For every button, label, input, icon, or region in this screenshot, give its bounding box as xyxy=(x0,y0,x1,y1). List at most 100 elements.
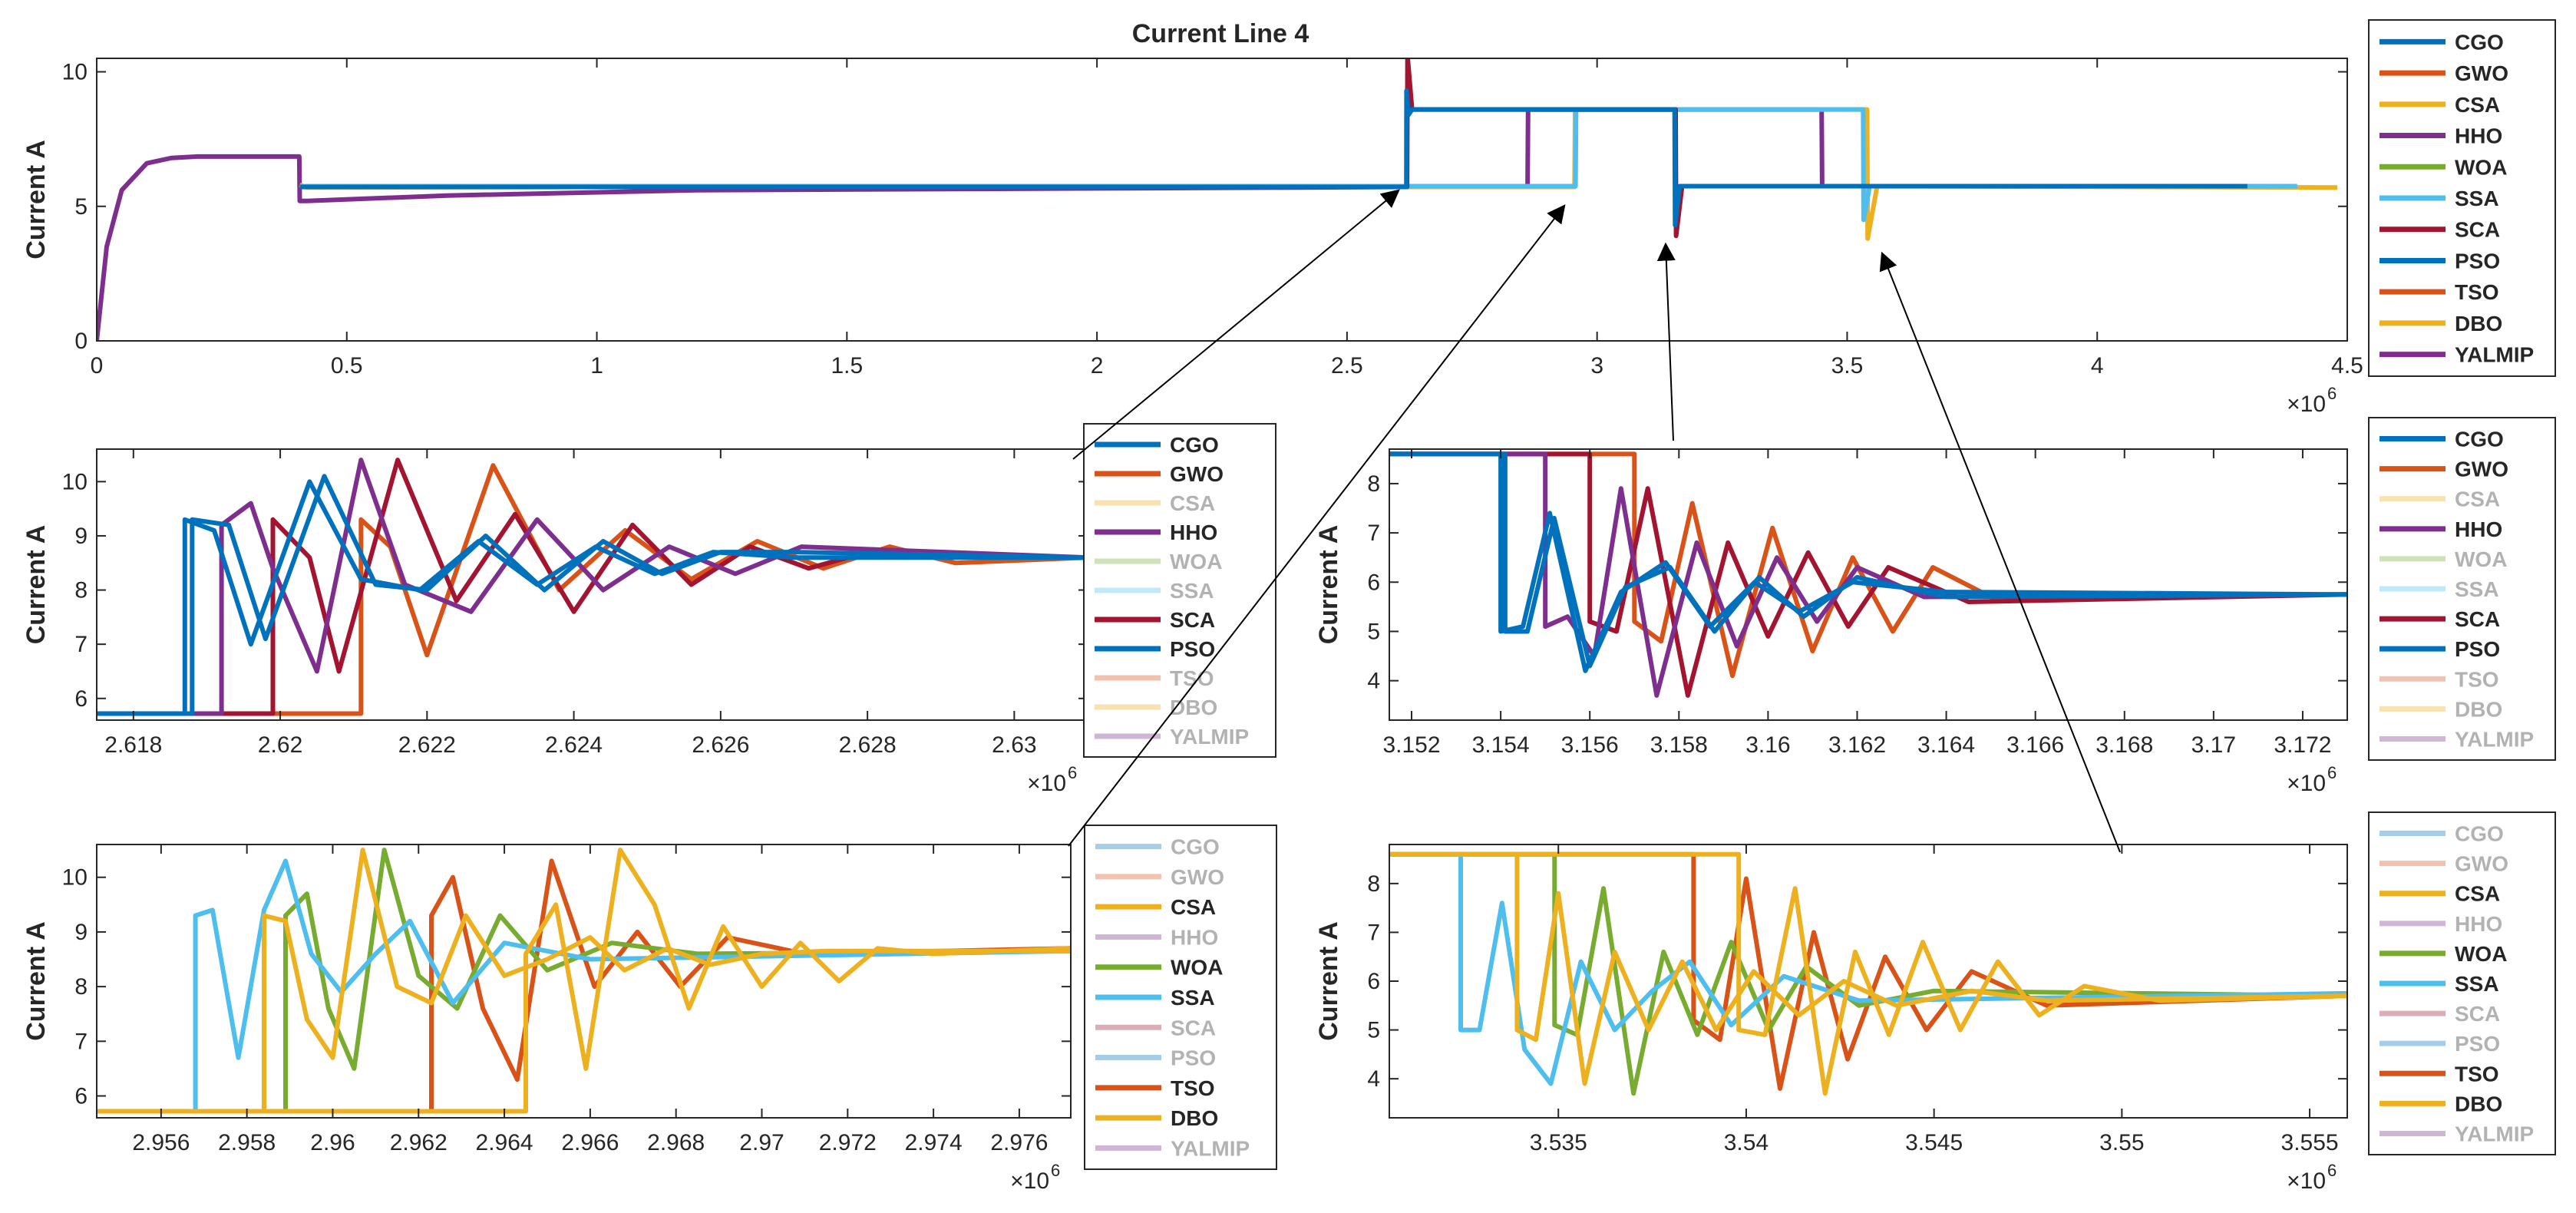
zoom1-y-tick-label: 9 xyxy=(74,524,88,549)
zoom3-legend-item-csa[interactable]: CSA xyxy=(1095,895,1216,919)
zoom4-legend-item-ssa[interactable]: SSA xyxy=(2379,972,2499,996)
zoom3-plot-area xyxy=(97,844,1071,1118)
zoom2-legend-item-hho[interactable]: HHO xyxy=(2379,517,2502,541)
zoom3-legend-item-yalmip[interactable]: YALMIP xyxy=(1095,1136,1250,1160)
zoom3-y-tick-label: 9 xyxy=(74,920,88,945)
zoom2-y-tick-label: 8 xyxy=(1367,471,1380,497)
main-legend-item-dbo[interactable]: DBO xyxy=(2379,312,2502,335)
main-x-tick-label: 1 xyxy=(590,353,603,378)
main-x-tick-label: 2.5 xyxy=(1331,353,1363,378)
arrow-zoom4 xyxy=(1879,251,2121,853)
zoom2-legend-item-pso[interactable]: PSO xyxy=(2379,637,2500,661)
zoom3-x-tick-label: 2.966 xyxy=(561,1130,619,1155)
zoom4-legend-item-sca[interactable]: SCA xyxy=(2379,1002,2500,1026)
zoom1-legend-item-hho[interactable]: HHO xyxy=(1095,521,1217,544)
zoom4-legend-item-hho[interactable]: HHO xyxy=(2379,912,2502,936)
zoom4-legend-item-dbo[interactable]: DBO xyxy=(2379,1092,2502,1115)
zoom3-legend-item-hho[interactable]: HHO xyxy=(1095,925,1218,949)
zoom4-legend-item-cgo[interactable]: CGO xyxy=(2379,822,2504,846)
main-legend-label: CGO xyxy=(2455,30,2504,54)
main-legend: CGO GWO CSA HHO WOA SSA SCA PSO TSO DBO YALMIP xyxy=(2368,19,2556,377)
zoom1-y-tick-label: 10 xyxy=(62,469,88,494)
main-series-group xyxy=(97,58,2338,341)
main-legend-item-ssa[interactable]: SSA xyxy=(2379,187,2499,210)
main-legend-item-cgo[interactable]: CGO xyxy=(2379,30,2504,54)
zoom3-legend-label: SCA xyxy=(1171,1016,1216,1039)
zoom2-legend-item-sca[interactable]: SCA xyxy=(2379,607,2500,631)
main-legend-item-csa[interactable]: CSA xyxy=(2379,93,2500,117)
chart-zoom4: 3.535 3.54 3.545 3.55 3.555 4 5 6 7 8 Current A ×10… xyxy=(1314,811,2556,1194)
main-legend-label: YALMIP xyxy=(2455,343,2534,367)
zoom3-legend-item-sca[interactable]: SCA xyxy=(1095,1016,1216,1039)
zoom4-legend-item-pso[interactable]: PSO xyxy=(2379,1032,2500,1056)
zoom4-legend-item-gwo[interactable]: GWO xyxy=(2379,852,2508,876)
main-legend-item-gwo[interactable]: GWO xyxy=(2379,61,2508,85)
zoom2-legend-item-woa[interactable]: WOA xyxy=(2379,547,2507,571)
zoom4-legend-label: CGO xyxy=(2455,822,2504,846)
zoom2-legend-item-tso[interactable]: TSO xyxy=(2379,667,2499,691)
zoom4-series-ssa xyxy=(1389,851,2347,1086)
arrow-zoom3 xyxy=(1068,204,1566,847)
zoom2-y-tick-label: 6 xyxy=(1367,570,1380,595)
zoom2-legend-item-yalmip[interactable]: YALMIP xyxy=(2379,727,2534,751)
zoom1-legend-item-sca[interactable]: SCA xyxy=(1095,608,1215,632)
zoom3-legend-item-dbo[interactable]: DBO xyxy=(1095,1106,1218,1130)
zoom1-legend-label: WOA xyxy=(1170,550,1222,573)
main-legend-item-yalmip[interactable]: YALMIP xyxy=(2379,343,2534,367)
zoom4-legend-item-tso[interactable]: TSO xyxy=(2379,1062,2499,1086)
zoom3-legend-label: PSO xyxy=(1171,1046,1216,1070)
zoom4-y-tick-label: 6 xyxy=(1367,969,1380,994)
zoom1-series-cgo xyxy=(97,474,1088,716)
zoom2-x-multiplier: ×10 xyxy=(2287,771,2326,796)
zoom2-legend-item-ssa[interactable]: SSA xyxy=(2379,577,2499,601)
main-legend-item-hho[interactable]: HHO xyxy=(2379,124,2502,148)
zoom3-x-multiplier: ×10 xyxy=(1010,1168,1049,1194)
zoom3-legend-item-pso[interactable]: PSO xyxy=(1095,1046,1216,1070)
zoom4-x-tick-label: 3.545 xyxy=(1905,1130,1963,1155)
zoom4-y-tick-label: 8 xyxy=(1367,871,1380,897)
zoom4-x-tick-label: 3.55 xyxy=(2099,1130,2144,1155)
zoom2-x-tick-label: 3.152 xyxy=(1382,732,1440,758)
main-legend-label: HHO xyxy=(2455,124,2502,148)
main-legend-item-woa[interactable]: WOA xyxy=(2379,155,2507,179)
zoom2-series-group xyxy=(1389,451,2347,698)
zoom-connector-arrows xyxy=(1068,189,2121,853)
zoom1-y-axis-label: Current A xyxy=(21,525,51,645)
zoom3-y-tick-label: 8 xyxy=(74,974,88,1000)
main-x-tick-label: 0.5 xyxy=(331,353,363,378)
zoom1-legend-item-ssa[interactable]: SSA xyxy=(1095,579,1214,603)
zoom2-legend: CGO GWO CSA HHO WOA SSA SCA PSO TSO DBO YALMIP xyxy=(2368,417,2556,761)
zoom3-legend-item-tso[interactable]: TSO xyxy=(1095,1076,1215,1100)
main-legend-item-tso[interactable]: TSO xyxy=(2379,280,2499,304)
zoom2-legend-item-cgo[interactable]: CGO xyxy=(2379,428,2504,451)
main-legend-label: SCA xyxy=(2455,218,2500,242)
zoom1-legend-item-cgo[interactable]: CGO xyxy=(1095,433,1219,457)
zoom2-legend-item-gwo[interactable]: GWO xyxy=(2379,458,2508,481)
zoom1-legend-item-pso[interactable]: PSO xyxy=(1095,637,1215,661)
zoom1-legend-item-dbo[interactable]: DBO xyxy=(1095,696,1217,719)
zoom3-legend-label: YALMIP xyxy=(1171,1136,1250,1160)
zoom1-legend-item-yalmip[interactable]: YALMIP xyxy=(1095,725,1249,749)
main-legend-item-pso[interactable]: PSO xyxy=(2379,249,2500,273)
zoom2-x-tick-label: 3.158 xyxy=(1650,732,1708,758)
zoom3-x-tick-label: 2.958 xyxy=(218,1130,276,1155)
zoom3-legend-item-ssa[interactable]: SSA xyxy=(1095,986,1215,1010)
main-legend-label: TSO xyxy=(2455,280,2499,304)
main-plot-area xyxy=(97,58,2347,341)
zoom1-legend-item-woa[interactable]: WOA xyxy=(1095,550,1222,573)
zoom3-legend-item-woa[interactable]: WOA xyxy=(1095,956,1223,980)
main-legend-label: WOA xyxy=(2455,155,2507,179)
zoom3-legend-item-cgo[interactable]: CGO xyxy=(1095,835,1220,859)
zoom3-x-tick-label: 2.974 xyxy=(905,1130,963,1155)
zoom4-legend-item-woa[interactable]: WOA xyxy=(2379,942,2507,966)
zoom2-legend-item-dbo[interactable]: DBO xyxy=(2379,697,2502,721)
main-legend-item-sca[interactable]: SCA xyxy=(2379,218,2500,242)
zoom1-legend-item-csa[interactable]: CSA xyxy=(1095,491,1215,515)
arrow-zoom1 xyxy=(1072,189,1400,460)
zoom1-legend-item-gwo[interactable]: GWO xyxy=(1095,462,1224,486)
zoom4-legend-item-yalmip[interactable]: YALMIP xyxy=(2379,1122,2534,1145)
main-legend-label: CSA xyxy=(2455,93,2500,117)
zoom4-legend-item-csa[interactable]: CSA xyxy=(2379,882,2500,906)
zoom2-legend-item-csa[interactable]: CSA xyxy=(2379,488,2500,511)
zoom3-legend-item-gwo[interactable]: GWO xyxy=(1095,865,1224,889)
